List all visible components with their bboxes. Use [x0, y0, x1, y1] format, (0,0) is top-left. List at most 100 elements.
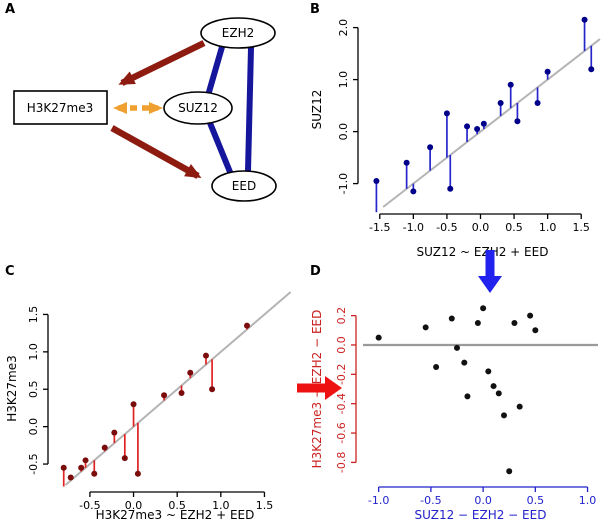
regulation-diagram: EZH2 SUZ12 EED H3K27me3: [13, 17, 277, 202]
data-point: [480, 120, 487, 127]
data-point: [461, 359, 468, 366]
data-point: [511, 319, 518, 326]
data-point: [480, 305, 487, 312]
panel-a: A EZH2 SUZ12 E: [0, 0, 305, 262]
data-point: [497, 100, 504, 106]
arrow-h3k27me3-to-eed: [110, 125, 202, 179]
panel-b-label: B: [310, 2, 320, 17]
x-tick-label: 1.0: [212, 499, 230, 512]
y-tick-label: -0.5: [27, 453, 40, 474]
data-point: [464, 123, 471, 130]
y-tick-label: 0.0: [335, 336, 348, 354]
x-tick-label: 0.0: [472, 221, 490, 234]
scatter-h3k27me3-vs-fitted: -0.5 0.0 0.5 1.0 1.5-0.50.00.51.01.5H3K27me3…: [5, 291, 292, 522]
data-point: [433, 363, 440, 370]
scatter-suz12-vs-fitted: -1.5 -1.0 -0.5 0.0 0.5 1.0 1.5 -1.0 0.0 1.0 2.0 SUZ…: [310, 16, 601, 259]
panel-b: B -1.5 -1.0 -0.5 0.0 0.5 1.0 1.5 -1.0 0.0 1.0 2.0 S…: [305, 0, 610, 262]
y-axis-title: H3K27me3 − EZH2 − EED: [310, 310, 324, 469]
x-tick-label: 0.0: [474, 494, 492, 507]
data-point: [490, 383, 497, 390]
panel-d-label: D: [310, 264, 321, 279]
data-point: [588, 66, 595, 73]
node-suz12-label: SUZ12: [178, 101, 218, 115]
x-tick-label: 1.5: [572, 221, 590, 234]
data-point: [454, 344, 460, 351]
data-point: [67, 474, 74, 481]
y-tick-label: -0.6: [335, 422, 348, 443]
y-tick-label: 1.0: [27, 343, 40, 361]
x-tick-label: -0.5: [420, 494, 441, 507]
data-point: [485, 368, 492, 375]
x-axis-title: SUZ12 ~ EZH2 + EED: [417, 245, 549, 259]
x-axis-title: SUZ12 − EZH2 − EED: [415, 508, 547, 522]
data-point: [427, 144, 434, 151]
data-point: [464, 393, 471, 400]
data-point: [501, 412, 507, 419]
x-tick-label: 1.5: [256, 499, 274, 512]
x-tick-label: 1.0: [579, 494, 597, 507]
edge-suz12-eed: [207, 120, 233, 175]
data-point: [495, 390, 502, 397]
panel-d: D -1.0 -0.5 0.0 0.5 1.0 0.2 0.0 -0.2 -0.4 -0.6 -0.…: [305, 262, 610, 525]
data-point: [373, 178, 380, 184]
data-point: [134, 470, 141, 477]
data-point: [581, 16, 588, 23]
data-point: [474, 126, 481, 132]
data-point: [161, 392, 168, 399]
data-point: [506, 468, 513, 475]
y-axis-title: SUZ12: [310, 90, 324, 130]
y-tick-label: 1.5: [27, 306, 40, 324]
x-tick-label: 0.5: [505, 221, 523, 234]
x-tick-label: 1.0: [539, 221, 557, 234]
data-point: [82, 457, 89, 464]
y-tick-label: 0.0: [337, 123, 350, 141]
x-tick-label: -1.0: [368, 494, 389, 507]
data-point: [209, 386, 216, 393]
x-tick-label: -0.5: [436, 221, 457, 234]
node-eed-label: EED: [232, 179, 256, 193]
data-point: [178, 389, 185, 396]
y-tick-label: 0.0: [27, 418, 40, 436]
data-point: [101, 444, 108, 451]
node-suz12: [163, 91, 233, 125]
data-point: [130, 401, 137, 408]
data-point: [443, 110, 450, 117]
x-tick-label: 0.5: [527, 494, 545, 507]
scatter-residuals: -1.0 -0.5 0.0 0.5 1.0 0.2 0.0 -0.2 -0.4 -0.6 -0.8 S…: [310, 305, 598, 522]
data-point: [111, 429, 118, 436]
data-point: [422, 324, 429, 331]
data-point: [507, 81, 514, 88]
y-tick-label: -1.0: [337, 173, 350, 194]
data-point: [516, 403, 523, 410]
fit-line: [64, 291, 292, 486]
panel-c-label: C: [5, 264, 15, 279]
data-point: [514, 118, 521, 125]
panel-a-label: A: [5, 2, 16, 17]
fit-line: [382, 38, 601, 208]
x-axis-title: H3K27me3 ~ EZH2 + EED: [96, 508, 255, 522]
y-tick-label: -0.4: [335, 393, 348, 414]
x-tick-label: 0.0: [125, 499, 143, 512]
y-tick-label: 1.0: [337, 71, 350, 89]
data-point: [410, 188, 417, 195]
data-point: [244, 322, 250, 329]
data-point: [187, 369, 194, 376]
data-point: [60, 464, 67, 471]
node-h3k27me3-label: H3K27me3: [27, 101, 94, 115]
data-point: [202, 352, 209, 359]
data-point: [527, 312, 534, 319]
y-tick-label: 0.2: [335, 307, 348, 325]
x-tick-label: 0.5: [168, 499, 186, 512]
data-point: [78, 464, 85, 471]
data-point: [532, 327, 539, 334]
data-point: [121, 455, 128, 462]
edge-ezh2-eed: [245, 45, 254, 174]
edge-ezh2-suz12: [206, 44, 225, 95]
panel-c: C -0.5 0.0 0.5 1.0 1.5 -0.5 0.0 0.5 1.0 1.5 H3K27m…: [0, 262, 305, 525]
data-point: [534, 100, 541, 106]
y-tick-label: 2.0: [337, 19, 350, 36]
node-ezh2: [200, 17, 276, 49]
data-point: [544, 68, 551, 75]
y-tick-label: -0.8: [335, 452, 348, 473]
data-point: [375, 334, 382, 341]
